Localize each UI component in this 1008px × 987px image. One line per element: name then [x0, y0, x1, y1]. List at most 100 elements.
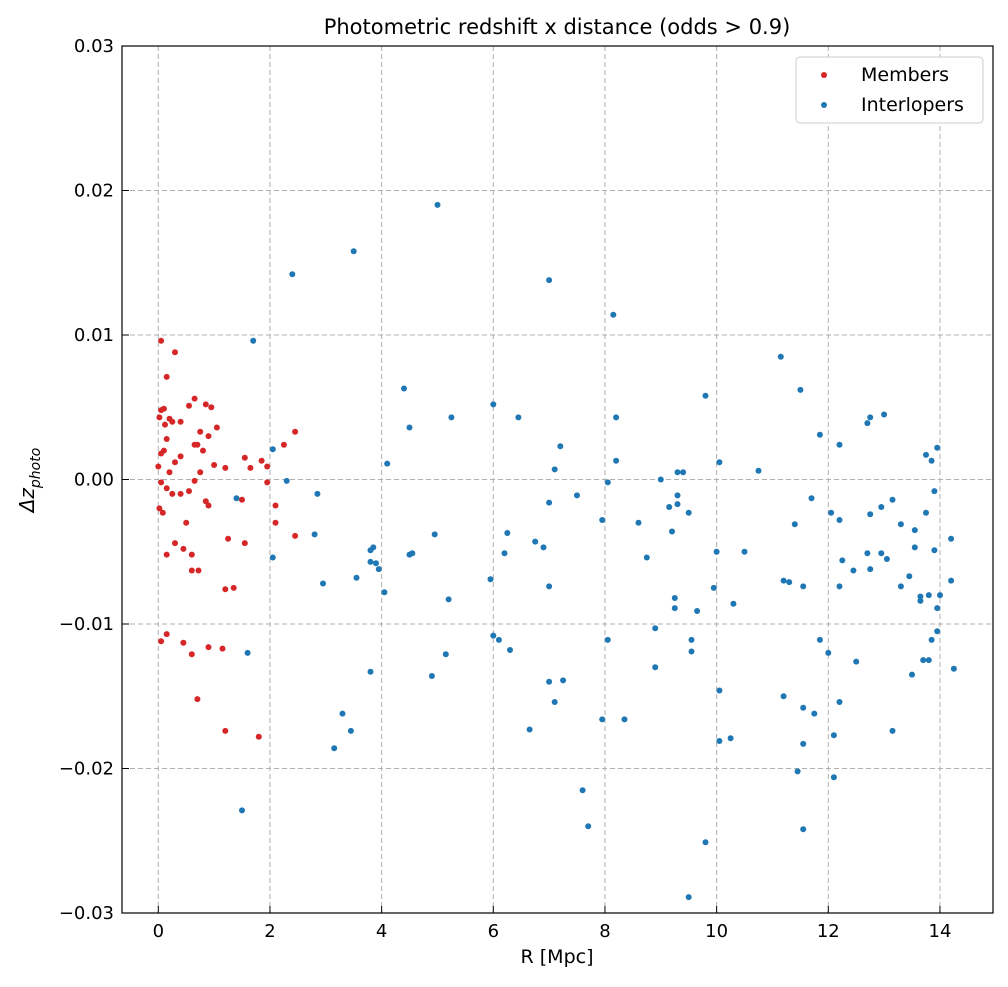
members-point — [191, 395, 198, 402]
members-point — [200, 447, 206, 454]
interlopers-point — [864, 420, 871, 427]
interlopers-point — [716, 687, 723, 694]
members-point — [272, 519, 279, 526]
legend-label-interlopers: Interlopers — [861, 94, 964, 116]
members-point — [163, 551, 170, 558]
svg-text:Δzphoto: Δzphoto — [15, 448, 44, 515]
interlopers-point — [546, 583, 553, 590]
y-axis-label-sub: photo — [28, 448, 44, 489]
members-point — [162, 421, 168, 428]
members-point — [197, 428, 204, 435]
x-tick-label: 0 — [153, 921, 164, 942]
interlopers-point — [244, 649, 251, 656]
interlopers-point — [931, 488, 938, 495]
members-point — [258, 457, 265, 464]
members-point — [158, 638, 165, 645]
interlopers-point — [401, 385, 407, 392]
y-tick-label: −0.02 — [59, 759, 114, 780]
interlopers-point — [830, 732, 837, 739]
legend-marker-members — [821, 72, 827, 78]
interlopers-point — [239, 807, 245, 814]
interlopers-point — [495, 636, 502, 643]
members-point — [172, 540, 178, 547]
legend: Members Interlopers — [795, 56, 984, 124]
y-tick-label: 0.02 — [74, 181, 114, 202]
interlopers-point — [671, 605, 678, 612]
members-point — [183, 519, 190, 526]
interlopers-point — [381, 589, 388, 596]
interlopers-point — [515, 414, 522, 421]
interlopers-point — [925, 592, 932, 599]
interlopers-point — [621, 716, 628, 723]
members-point — [177, 490, 184, 497]
legend-box — [795, 56, 984, 124]
interlopers-point — [504, 530, 511, 536]
interlopers-point — [613, 457, 620, 464]
interlopers-point — [370, 544, 377, 551]
interlopers-point — [911, 544, 918, 551]
interlopers-point — [610, 311, 617, 318]
interlopers-point — [878, 550, 885, 557]
members-point — [172, 349, 178, 356]
members-point — [188, 651, 195, 658]
interlopers-point — [800, 583, 807, 590]
members-point — [180, 639, 187, 646]
members-point — [247, 464, 254, 471]
interlopers-point — [652, 664, 659, 671]
y-axis-label: Δzphoto — [15, 448, 44, 515]
interlopers-point — [574, 492, 580, 499]
y-axis-ticks: 0.03 0.02 0.01 0.00 −0.01 −0.02 −0.03 — [59, 36, 129, 924]
interlopers-point — [948, 535, 955, 542]
interlopers-point — [339, 710, 346, 717]
interlopers-point — [314, 490, 321, 497]
interlopers-point — [688, 636, 695, 643]
interlopers-point — [384, 460, 391, 467]
members-point — [158, 337, 165, 344]
members-point — [205, 502, 212, 509]
interlopers-point — [928, 636, 935, 643]
interlopers-point — [557, 443, 564, 450]
interlopers-point — [604, 636, 611, 643]
members-point — [272, 502, 279, 509]
interlopers-point — [816, 431, 823, 438]
interlopers-point — [881, 411, 888, 418]
members-point — [202, 401, 209, 408]
interlopers-point — [923, 509, 929, 516]
x-tick-label: 12 — [817, 921, 840, 942]
legend-label-members: Members — [861, 64, 949, 86]
interlopers-point — [409, 550, 416, 557]
x-tick-label: 10 — [705, 921, 728, 942]
interlopers-point — [917, 593, 924, 600]
members-point — [197, 469, 204, 476]
interlopers-point — [643, 554, 650, 561]
interlopers-point — [937, 592, 943, 599]
interlopers-point — [816, 636, 823, 643]
interlopers-point — [604, 479, 611, 486]
interlopers-point — [532, 538, 539, 545]
members-point — [225, 535, 232, 542]
interlopers-point — [836, 583, 843, 590]
series-interlopers — [233, 201, 957, 901]
members-point — [241, 454, 248, 461]
interlopers-point — [825, 649, 832, 656]
interlopers-point — [671, 595, 678, 601]
interlopers-point — [867, 511, 874, 518]
interlopers-point — [406, 424, 413, 431]
interlopers-point — [828, 509, 835, 516]
interlopers-point — [331, 745, 338, 752]
members-point — [188, 551, 195, 558]
interlopers-point — [797, 386, 804, 393]
x-tick-label: 4 — [376, 921, 387, 942]
interlopers-point — [710, 584, 717, 591]
interlopers-point — [347, 727, 354, 734]
interlopers-point — [540, 544, 547, 551]
interlopers-point — [934, 444, 941, 451]
interlopers-point — [741, 548, 748, 555]
interlopers-point — [948, 577, 955, 584]
interlopers-point — [867, 566, 874, 573]
interlopers-point — [897, 583, 904, 590]
interlopers-point — [864, 550, 871, 557]
members-point — [166, 469, 173, 476]
interlopers-point — [585, 823, 592, 830]
members-point — [159, 509, 166, 516]
